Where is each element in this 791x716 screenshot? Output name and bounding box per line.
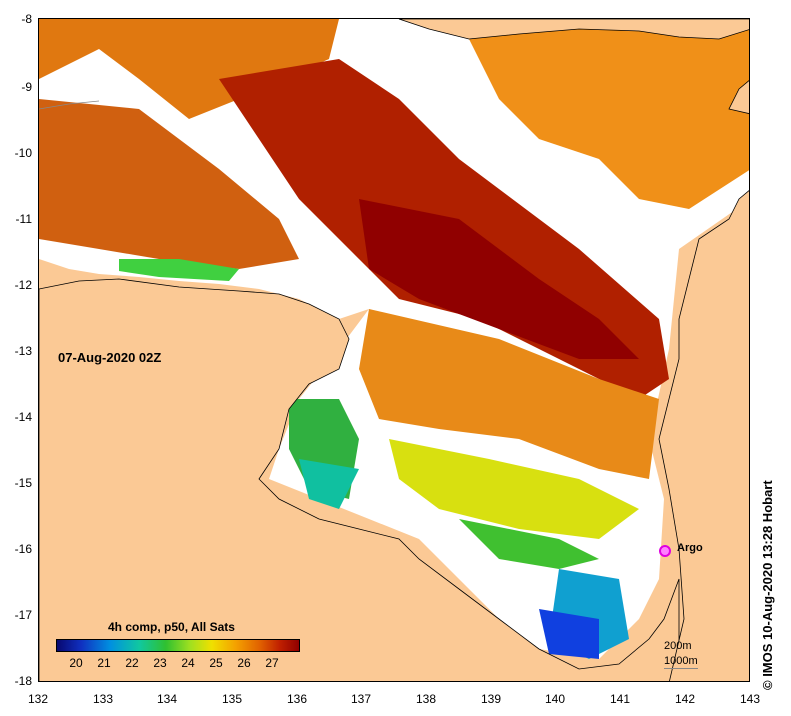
sst-map (38, 18, 750, 682)
sst-orange-east (459, 19, 749, 209)
lat-tick: -15 (14, 476, 32, 490)
argo-label: Argo (677, 542, 703, 554)
depth-contour (39, 100, 100, 110)
land-cape-york (658, 190, 749, 681)
colorbar-tick: 23 (153, 656, 167, 670)
credit-text: © IMOS 10-Aug-2020 13:28 Hobart (760, 480, 775, 690)
lon-tick: 138 (415, 692, 437, 706)
lon-tick: 139 (480, 692, 502, 706)
colorbar-tick: 22 (125, 656, 139, 670)
sst-orange-north (39, 19, 339, 119)
depth-legend-1000: 1000m (664, 655, 698, 667)
land-north (398, 19, 749, 40)
land-ne (728, 80, 749, 114)
lon-tick: 135 (221, 692, 243, 706)
lon-tick: 134 (156, 692, 178, 706)
lon-tick: 137 (350, 692, 372, 706)
date-label: 07-Aug-2020 02Z (58, 350, 162, 365)
lon-tick: 132 (27, 692, 49, 706)
sst-yellow-band (389, 439, 639, 539)
lat-tick: -12 (14, 278, 32, 292)
sst-darkred (359, 199, 639, 359)
lat-tick: -18 (14, 674, 32, 688)
lat-tick: -8 (21, 12, 32, 26)
sst-green-band (459, 519, 599, 569)
lon-tick: 133 (92, 692, 114, 706)
sst-west-strip-green (119, 259, 239, 281)
sst-teal-west (299, 459, 359, 509)
sst-orange-gulf (359, 309, 659, 479)
lat-tick: -14 (14, 410, 32, 424)
argo-float-marker[interactable] (659, 545, 671, 557)
lon-tick: 141 (609, 692, 631, 706)
sst-orange-west (39, 99, 299, 269)
lat-tick: -16 (14, 542, 32, 556)
lat-tick: -17 (14, 608, 32, 622)
colorbar-tick: 24 (181, 656, 195, 670)
colorbar-tick: 20 (69, 656, 83, 670)
colorbar-title: 4h comp, p50, All Sats (108, 620, 235, 634)
lat-tick: -13 (14, 344, 32, 358)
colorbar-tick: 27 (265, 656, 279, 670)
lon-tick: 136 (286, 692, 308, 706)
colorbar-tick: 25 (209, 656, 223, 670)
colorbar-tick: 21 (97, 656, 111, 670)
lon-tick: 143 (739, 692, 761, 706)
lon-tick: 140 (544, 692, 566, 706)
colorbar-tick: 26 (237, 656, 251, 670)
lat-tick: -11 (15, 212, 32, 226)
lon-tick: 142 (674, 692, 696, 706)
sst-blue-south (539, 609, 599, 659)
land-arnhem (39, 278, 680, 681)
lat-tick: -9 (21, 80, 32, 94)
depth-legend-line (664, 668, 698, 669)
sst-field (39, 19, 749, 681)
depth-legend-200: 200m (664, 640, 692, 652)
temperature-colorbar (56, 639, 300, 652)
lat-tick: -10 (14, 146, 32, 160)
